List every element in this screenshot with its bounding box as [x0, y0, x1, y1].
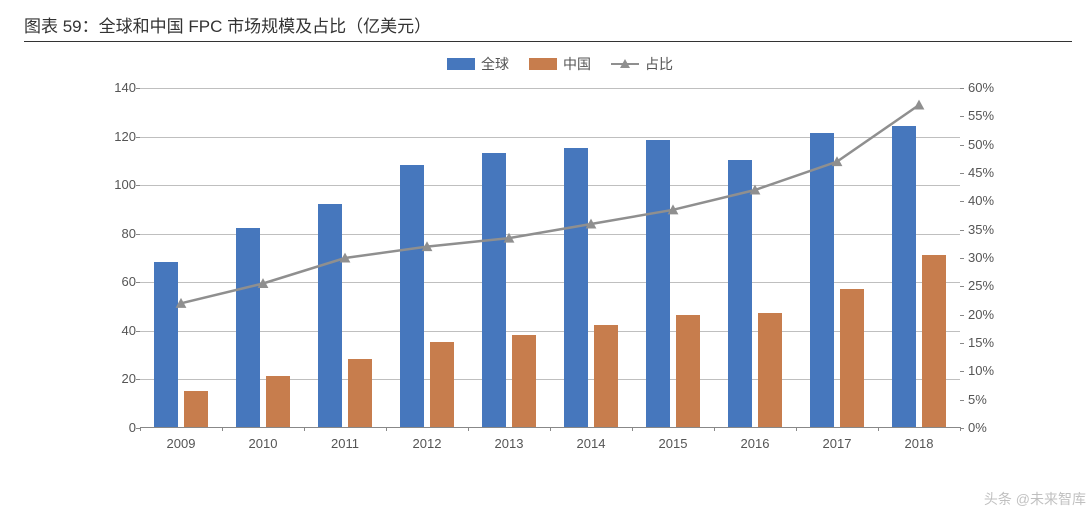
tick-mark [960, 173, 964, 174]
tick-mark [960, 145, 964, 146]
x-tick-label: 2013 [495, 436, 524, 451]
legend-label: 全球 [481, 54, 509, 74]
tick-mark [960, 315, 964, 316]
tick-mark [960, 88, 964, 89]
legend-swatch [611, 58, 639, 70]
y-right-tick-label: 55% [968, 108, 1008, 123]
tick-mark [960, 116, 964, 117]
y-right-tick-label: 5% [968, 392, 1008, 407]
tick-mark [960, 258, 964, 259]
tick-mark [960, 286, 964, 287]
tick-mark [960, 400, 964, 401]
y-right-tick-label: 20% [968, 307, 1008, 322]
x-tick-label: 2011 [331, 436, 359, 451]
legend-item: 中国 [529, 54, 591, 74]
y-right-tick-label: 30% [968, 250, 1008, 265]
y-left-tick-label: 80 [108, 226, 136, 241]
y-right-tick-label: 15% [968, 335, 1008, 350]
x-tick-label: 2018 [905, 436, 934, 451]
tick-mark [960, 230, 964, 231]
y-left-tick-label: 100 [108, 177, 136, 192]
tick-mark [960, 201, 964, 202]
chart-title-text: 图表 59：全球和中国 FPC 市场规模及占比（亿美元） [24, 17, 431, 36]
legend-swatch [529, 58, 557, 70]
legend-label: 中国 [563, 54, 591, 74]
y-left-tick-label: 60 [108, 274, 136, 289]
y-right-tick-label: 10% [968, 363, 1008, 378]
y-left-tick-label: 0 [108, 420, 136, 435]
y-right-tick-label: 0% [968, 420, 1008, 435]
y-right-tick-label: 35% [968, 222, 1008, 237]
tick-mark [960, 427, 961, 431]
x-tick-label: 2014 [577, 436, 606, 451]
y-left-tick-label: 140 [108, 80, 136, 95]
legend-item: 占比 [611, 54, 673, 74]
y-left-tick-label: 40 [108, 323, 136, 338]
legend-swatch [447, 58, 475, 70]
legend: 全球 中国 占比 [60, 54, 1060, 74]
tick-mark [960, 343, 964, 344]
y-right-tick-label: 40% [968, 193, 1008, 208]
line-series [140, 88, 960, 428]
plot-area [140, 88, 960, 428]
x-tick-label: 2015 [659, 436, 688, 451]
y-left-tick-label: 120 [108, 129, 136, 144]
x-tick-label: 2017 [823, 436, 852, 451]
x-tick-label: 2016 [741, 436, 770, 451]
y-right-tick-label: 25% [968, 278, 1008, 293]
watermark: 头条 @未来智库 [984, 489, 1086, 509]
x-tick-label: 2010 [249, 436, 278, 451]
y-right-tick-label: 45% [968, 165, 1008, 180]
chart-title: 图表 59：全球和中国 FPC 市场规模及占比（亿美元） [0, 0, 1092, 48]
tick-mark [960, 371, 964, 372]
chart-area: 全球 中国 占比 0 20 40 60 80 100 120 140 0% 5% 10% 15% 20% 25… [60, 48, 1060, 488]
x-tick-label: 2009 [167, 436, 196, 451]
legend-label: 占比 [645, 54, 673, 74]
x-tick-label: 2012 [413, 436, 442, 451]
y-right-tick-label: 60% [968, 80, 1008, 95]
legend-item: 全球 [447, 54, 509, 74]
y-left-tick-label: 20 [108, 371, 136, 386]
y-right-tick-label: 50% [968, 137, 1008, 152]
title-rule [24, 41, 1072, 42]
